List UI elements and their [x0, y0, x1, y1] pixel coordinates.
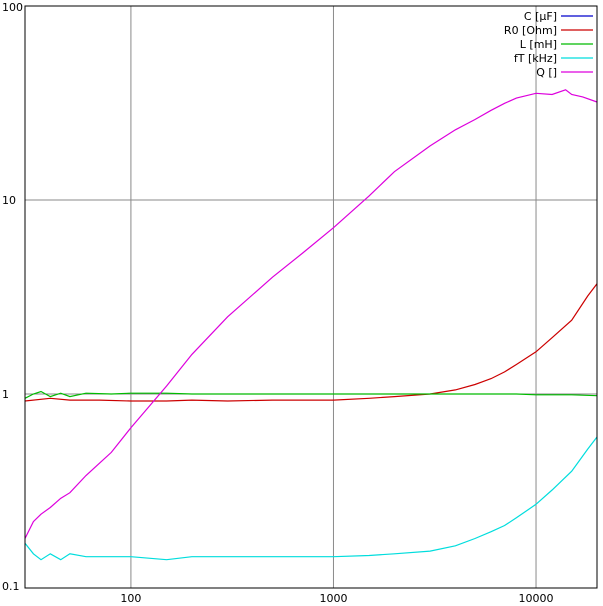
legend-label: Q []: [536, 66, 557, 79]
x-tick-label: 100: [120, 592, 141, 605]
y-tick-label: 0.1: [2, 580, 20, 593]
legend-label: R0 [Ohm]: [504, 24, 557, 37]
series-line-1: [24, 283, 598, 402]
x-tick-label: 10000: [519, 592, 554, 605]
legend-label: fT [kHz]: [514, 52, 557, 65]
plot-background: [25, 6, 597, 588]
legend: C [µF]R0 [Ohm]L [mH]fT [kHz]Q []: [504, 10, 593, 79]
y-tick-labels: 100 10 1 0.1: [2, 1, 23, 593]
series-layer: [24, 89, 598, 561]
x-tick-label: 1000: [319, 592, 347, 605]
y-tick-label: 100: [2, 1, 23, 14]
legend-label: L [mH]: [520, 38, 557, 51]
legend-label: C [µF]: [524, 10, 557, 23]
series-line-4: [24, 89, 598, 539]
plot-frame: [24, 5, 598, 589]
x-tick-labels: 100 1000 10000: [120, 592, 553, 605]
series-line-2: [24, 390, 598, 399]
series-line-3: [24, 436, 598, 561]
y-tick-label: 10: [2, 194, 16, 207]
y-tick-label: 1: [2, 388, 9, 401]
